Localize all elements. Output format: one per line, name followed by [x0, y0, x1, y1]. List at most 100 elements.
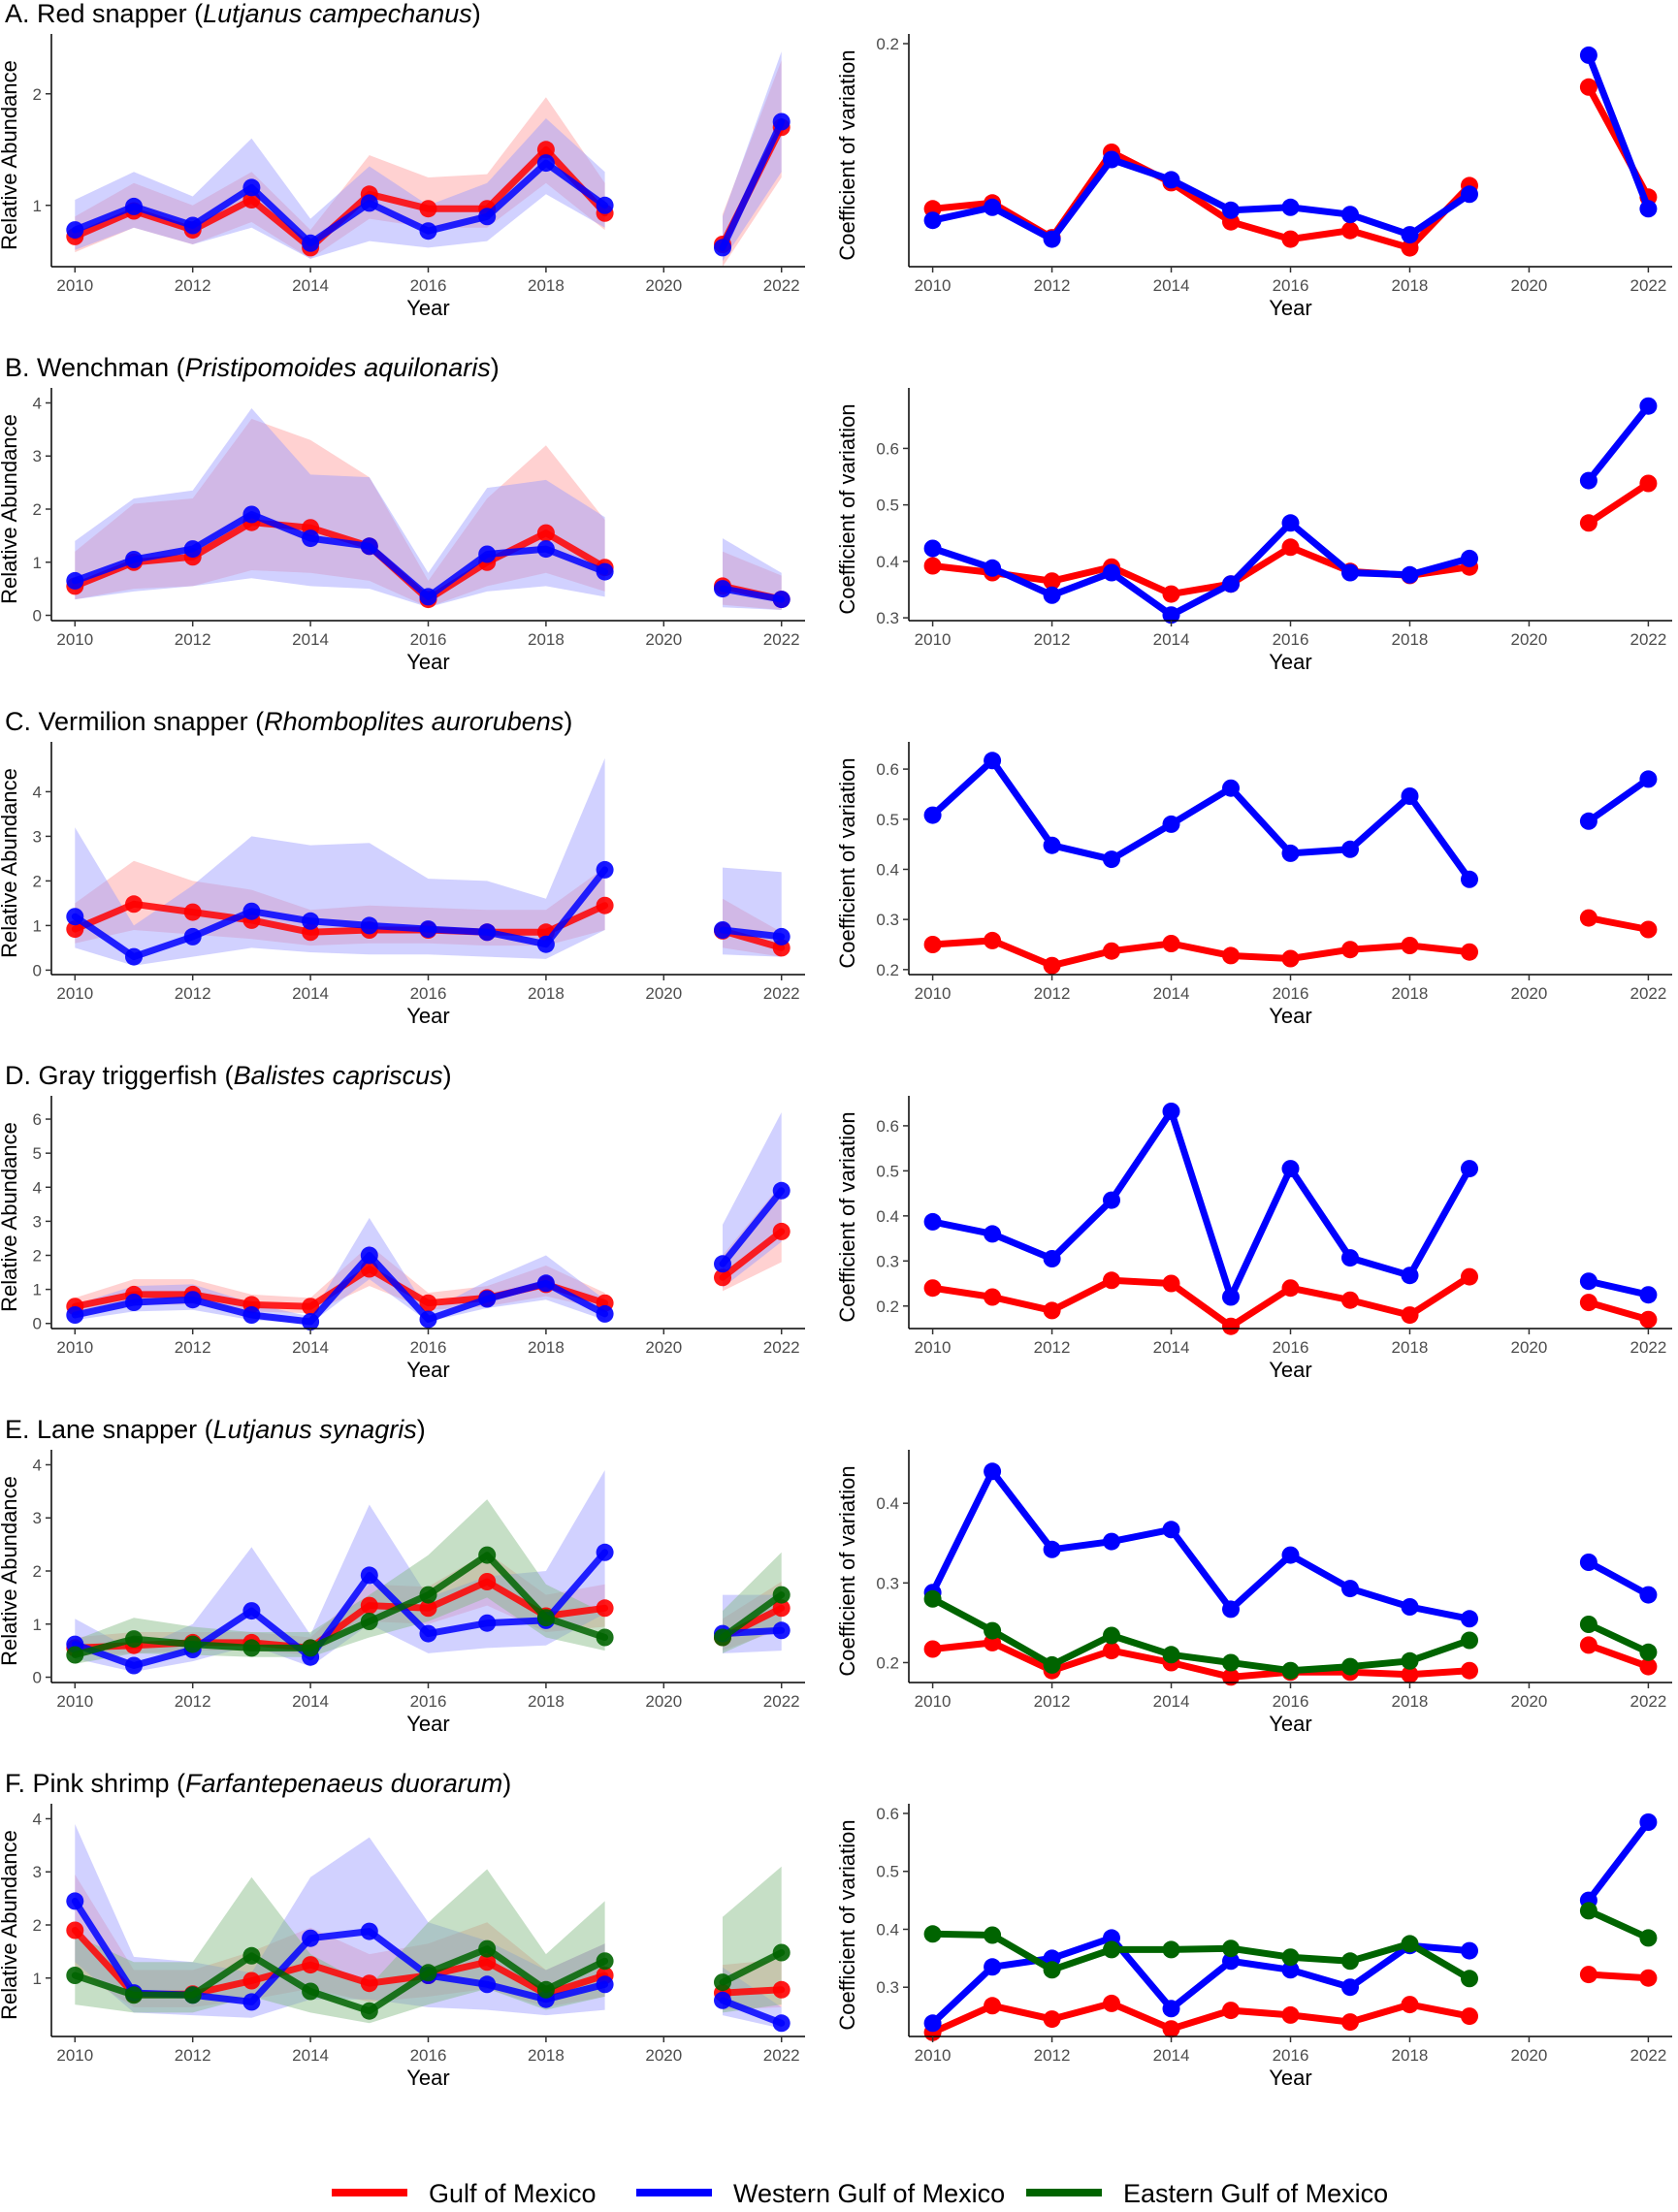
x-tick-label-2014: 2014 — [292, 1338, 329, 1357]
point-western-2010 — [923, 2014, 942, 2033]
point-eastern-2021 — [714, 1628, 731, 1647]
point-western-2010 — [923, 806, 942, 824]
x-tick-label-2012: 2012 — [175, 1338, 211, 1357]
point-western-2010 — [923, 539, 942, 558]
point-eastern-2014 — [302, 1639, 320, 1657]
panel-D-abundance: 2010 2012 2014 2016 2018 2020 2022 0 1 2 3 4 5 6 Year R… — [0, 1096, 805, 1382]
point-western-2016 — [1281, 514, 1300, 532]
point-eastern-2016 — [419, 1964, 437, 1982]
y-tick-label-0.3: 0.3 — [876, 609, 899, 627]
band-eastern — [75, 1499, 605, 1664]
legend-label-eastern: Eastern Gulf of Mexico — [1123, 2179, 1388, 2208]
point-eastern-2015 — [360, 1613, 378, 1630]
x-tick-label-2022: 2022 — [1630, 1338, 1666, 1357]
point-western-2013 — [1103, 850, 1120, 869]
x-tick-label-2010: 2010 — [56, 276, 93, 295]
x-tick-label-2016: 2016 — [1273, 1692, 1309, 1711]
y-tick-label-4: 4 — [33, 783, 42, 801]
x-tick-label-2022: 2022 — [763, 630, 800, 649]
point-gulf-2016 — [419, 1294, 437, 1312]
y-tick-label-0.2: 0.2 — [876, 1298, 899, 1316]
point-western-2012 — [183, 927, 202, 946]
point-western-2011 — [984, 1462, 1002, 1481]
x-tick-label-2022: 2022 — [763, 276, 800, 295]
point-western-2022 — [1639, 770, 1658, 788]
point-western-2018 — [536, 540, 555, 559]
x-tick-label-2012: 2012 — [1034, 984, 1071, 1003]
title-prefix: A. Red snapper ( — [5, 0, 203, 28]
point-western-2017 — [1341, 1580, 1359, 1598]
band-western — [723, 1967, 782, 2029]
point-gulf-2014 — [1162, 585, 1180, 603]
point-western-2014 — [1162, 171, 1180, 189]
point-western-2016 — [419, 1310, 437, 1329]
point-gulf-2011 — [125, 895, 143, 914]
x-tick-label-2020: 2020 — [645, 984, 682, 1003]
y-tick-label-0.6: 0.6 — [876, 1117, 899, 1136]
point-gulf-2017 — [1341, 1291, 1359, 1309]
line-western — [719, 926, 786, 941]
point-gulf-2015 — [1222, 1668, 1240, 1686]
point-western-2014 — [1162, 1103, 1180, 1120]
line-gulf — [929, 1273, 1473, 1330]
x-tick-label-2016: 2016 — [1273, 2046, 1309, 2065]
point-eastern-2017 — [1341, 1657, 1359, 1676]
point-western-2016 — [1281, 198, 1300, 216]
point-eastern-2014 — [1162, 1940, 1180, 1959]
point-eastern-2021 — [714, 1973, 731, 1992]
panel-B-abundance: 2010 2012 2014 2016 2018 2020 2022 0 1 2 3 4 Year Rel… — [0, 388, 805, 674]
line-gulf — [1585, 1641, 1652, 1671]
point-western-2019 — [1461, 870, 1478, 888]
line-western — [71, 159, 609, 247]
y-axis-title: Coefficient of variation — [835, 403, 859, 614]
point-eastern-2010 — [66, 1967, 84, 1984]
point-gulf-2018 — [536, 141, 555, 159]
line-western — [719, 118, 786, 251]
line-western — [71, 1549, 609, 1669]
line-western — [929, 519, 1473, 619]
point-eastern-2013 — [1103, 1940, 1120, 1959]
x-axis-title: Year — [1269, 1004, 1311, 1028]
x-tick-label-2020: 2020 — [1511, 1692, 1548, 1711]
point-western-2018 — [536, 935, 555, 953]
y-tick-label-4: 4 — [33, 394, 42, 412]
point-gulf-2018 — [1401, 937, 1419, 954]
y-tick-label-0.5: 0.5 — [876, 1863, 899, 1881]
line-eastern — [1585, 1907, 1652, 1941]
point-western-2022 — [772, 1621, 791, 1640]
point-western-2022 — [772, 927, 791, 946]
line-eastern — [71, 1552, 609, 1658]
point-western-2011 — [125, 947, 143, 966]
point-western-2010 — [66, 1306, 84, 1324]
point-gulf-2017 — [1341, 941, 1359, 959]
point-eastern-2014 — [1162, 1646, 1180, 1664]
point-western-2011 — [125, 1656, 143, 1675]
x-tick-label-2018: 2018 — [1392, 2046, 1429, 2065]
line-eastern — [719, 1591, 786, 1641]
x-tick-label-2016: 2016 — [410, 276, 447, 295]
point-western-2010 — [66, 221, 84, 240]
point-gulf-2018 — [1401, 239, 1419, 257]
point-eastern-2015 — [1222, 1653, 1240, 1672]
x-tick-label-2022: 2022 — [763, 1338, 800, 1357]
y-tick-label-0: 0 — [33, 1669, 42, 1687]
point-eastern-2018 — [1401, 1935, 1419, 1953]
point-western-2022 — [1639, 200, 1658, 218]
point-western-2019 — [596, 1543, 614, 1561]
point-gulf-2017 — [478, 1953, 497, 1972]
point-western-2019 — [596, 562, 614, 581]
y-tick-label-3: 3 — [33, 827, 42, 846]
y-axis-title: Coefficient of variation — [835, 1465, 859, 1676]
x-axis-title: Year — [1269, 296, 1311, 320]
point-western-2011 — [125, 551, 143, 568]
y-tick-label-4: 4 — [33, 1456, 42, 1474]
x-tick-label-2020: 2020 — [645, 630, 682, 649]
x-axis-title: Year — [1269, 650, 1311, 674]
point-western-2022 — [772, 1181, 791, 1200]
point-western-2016 — [419, 588, 437, 606]
point-gulf-2018 — [1401, 1665, 1419, 1683]
point-gulf-2022 — [1639, 1969, 1658, 1987]
point-gulf-2014 — [1162, 2020, 1180, 2038]
y-tick-label-0.6: 0.6 — [876, 439, 899, 458]
y-tick-label-6: 6 — [33, 1110, 42, 1129]
